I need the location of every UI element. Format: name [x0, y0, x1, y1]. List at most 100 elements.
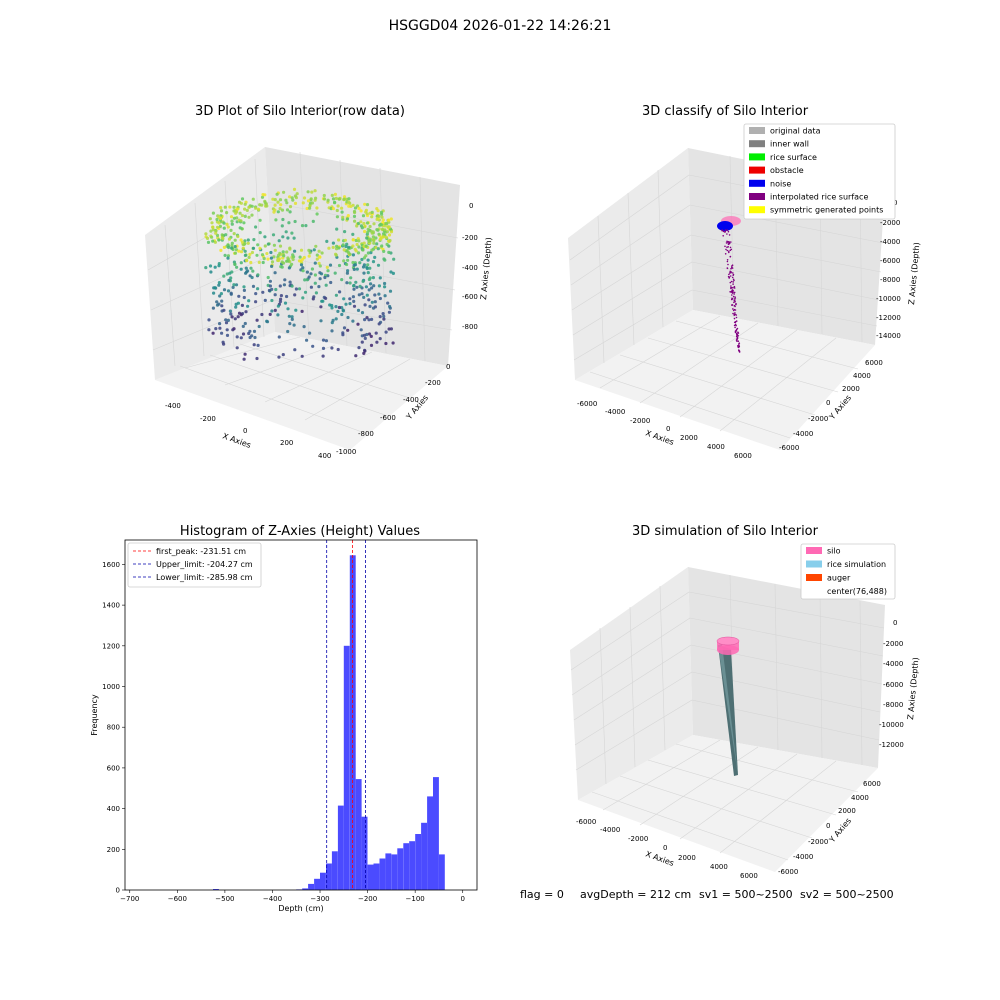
point: [345, 197, 349, 201]
point: [229, 312, 233, 316]
point: [215, 220, 219, 224]
legend-label: silo: [827, 547, 841, 556]
point: [220, 299, 224, 303]
point: [290, 255, 294, 259]
point: [243, 259, 247, 263]
point: [370, 300, 374, 304]
point: [244, 310, 248, 314]
point: [284, 230, 288, 234]
point: [330, 193, 334, 197]
point: [331, 197, 336, 201]
point: [209, 229, 213, 233]
point: [257, 260, 261, 264]
histogram-xlabel: Depth (cm): [278, 904, 323, 913]
histogram-ytick-label: 1000: [102, 683, 120, 691]
point: [388, 306, 392, 310]
classified-point: [730, 291, 733, 293]
point: [310, 201, 314, 205]
point: [308, 251, 312, 255]
point: [323, 275, 327, 280]
point: [227, 245, 231, 249]
point: [270, 287, 274, 291]
point: [281, 235, 285, 239]
point: [235, 346, 239, 350]
point: [389, 228, 393, 233]
point: [212, 291, 216, 295]
point: [307, 275, 311, 279]
classified-point: [738, 351, 741, 353]
point: [385, 222, 389, 226]
point: [263, 298, 267, 302]
point: [312, 248, 316, 252]
plot4-ytick: -6000: [778, 868, 798, 876]
point: [219, 220, 223, 224]
point: [244, 271, 248, 275]
point: [371, 260, 376, 264]
classified-point: [734, 323, 737, 326]
point: [288, 205, 293, 209]
point: [279, 203, 283, 207]
point: [235, 220, 239, 224]
plot2-ztick: -4000: [880, 238, 900, 246]
point: [239, 238, 243, 242]
point: [217, 238, 221, 242]
point: [305, 278, 309, 282]
plot4-title: 3D simulation of Silo Interior: [632, 524, 818, 539]
point: [301, 296, 305, 300]
point: [288, 322, 292, 326]
point: [276, 191, 280, 195]
plot1-ztick: 0: [469, 202, 473, 210]
point: [257, 207, 261, 211]
classified-point: [734, 313, 736, 316]
point: [302, 255, 306, 260]
point: [214, 228, 218, 233]
point: [277, 355, 281, 359]
point: [368, 228, 372, 232]
point: [268, 312, 272, 316]
point: [385, 242, 389, 246]
point: [363, 225, 367, 229]
point: [314, 244, 318, 248]
point: [325, 265, 329, 269]
point: [347, 204, 351, 208]
plot1-ztick: -400: [462, 264, 478, 272]
point: [378, 315, 382, 319]
classified-point: [728, 241, 731, 244]
classified-point: [733, 299, 736, 301]
classified-point: [736, 334, 738, 336]
point: [243, 239, 247, 243]
point: [242, 357, 246, 361]
point: [219, 214, 223, 218]
classified-point: [731, 287, 733, 289]
point: [387, 239, 391, 244]
point: [330, 306, 334, 310]
point: [240, 240, 245, 244]
point: [321, 354, 325, 358]
point: [219, 216, 223, 220]
classified-point: [736, 338, 738, 341]
classified-point: [727, 275, 730, 278]
point: [246, 241, 250, 245]
point: [218, 294, 222, 298]
point: [341, 244, 345, 248]
point: [358, 261, 362, 265]
point: [299, 248, 304, 252]
point: [290, 262, 294, 266]
point: [225, 333, 230, 337]
point: [217, 283, 221, 287]
classified-point: [731, 292, 734, 294]
point: [254, 206, 258, 210]
point: [347, 251, 351, 255]
point: [386, 225, 390, 229]
point: [242, 242, 246, 246]
point: [383, 233, 387, 237]
point: [265, 252, 269, 256]
point: [342, 197, 346, 201]
point: [371, 235, 375, 239]
point: [270, 309, 274, 313]
plot4-ytick: 4000: [851, 794, 869, 802]
point: [342, 198, 346, 202]
point: [363, 336, 367, 340]
point: [330, 321, 334, 325]
